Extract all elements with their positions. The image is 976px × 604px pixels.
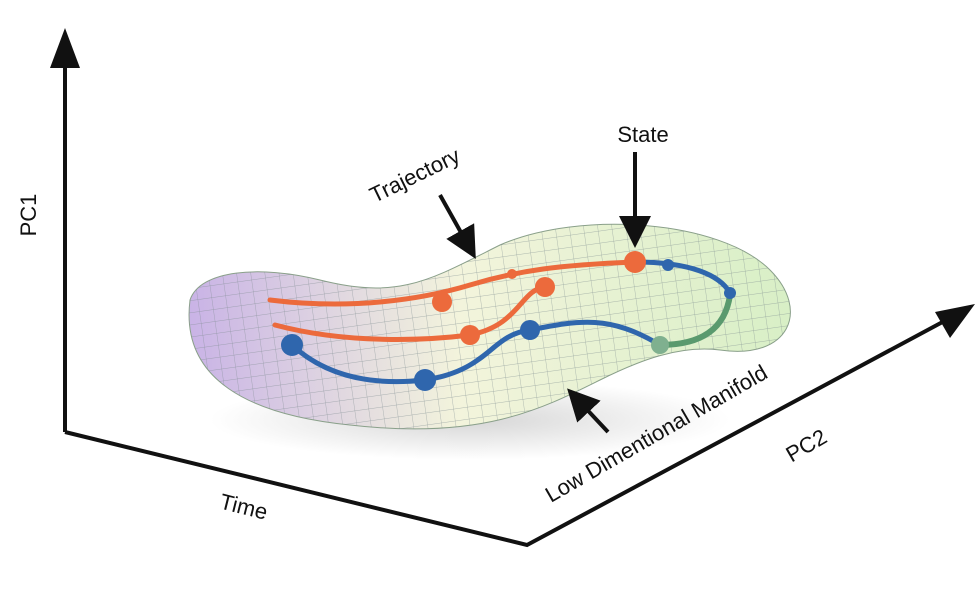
axis-label: PC1 xyxy=(16,194,41,237)
trajectory-label: Trajectory xyxy=(366,143,464,208)
axis-label: Time xyxy=(217,489,270,525)
state-dot xyxy=(651,336,669,354)
page: PC1 Time PC2 Trajectory State Low Diment… xyxy=(0,0,976,604)
axis-arrowhead xyxy=(50,28,80,68)
axis-label: PC2 xyxy=(781,424,831,467)
diagram: PC1 Time PC2 Trajectory State Low Diment… xyxy=(0,0,976,604)
state-dot xyxy=(281,334,303,356)
state-dot xyxy=(460,325,480,345)
callout-arrow xyxy=(440,195,468,245)
state-dot xyxy=(724,287,736,299)
state-dot xyxy=(662,259,674,271)
axis-arrowhead xyxy=(935,304,975,338)
state-dot xyxy=(432,292,452,312)
state-label: State xyxy=(617,122,668,147)
state-dot xyxy=(535,277,555,297)
state-dot xyxy=(414,369,436,391)
state-dot xyxy=(520,320,540,340)
state-dot xyxy=(507,269,517,279)
state-dot xyxy=(624,251,646,273)
